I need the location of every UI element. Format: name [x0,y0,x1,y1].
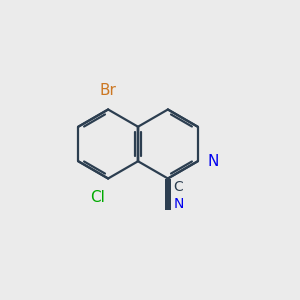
Text: Cl: Cl [90,190,105,205]
Text: Br: Br [100,83,117,98]
Text: C: C [173,180,183,194]
Text: N: N [173,197,184,211]
Text: N: N [207,154,219,169]
